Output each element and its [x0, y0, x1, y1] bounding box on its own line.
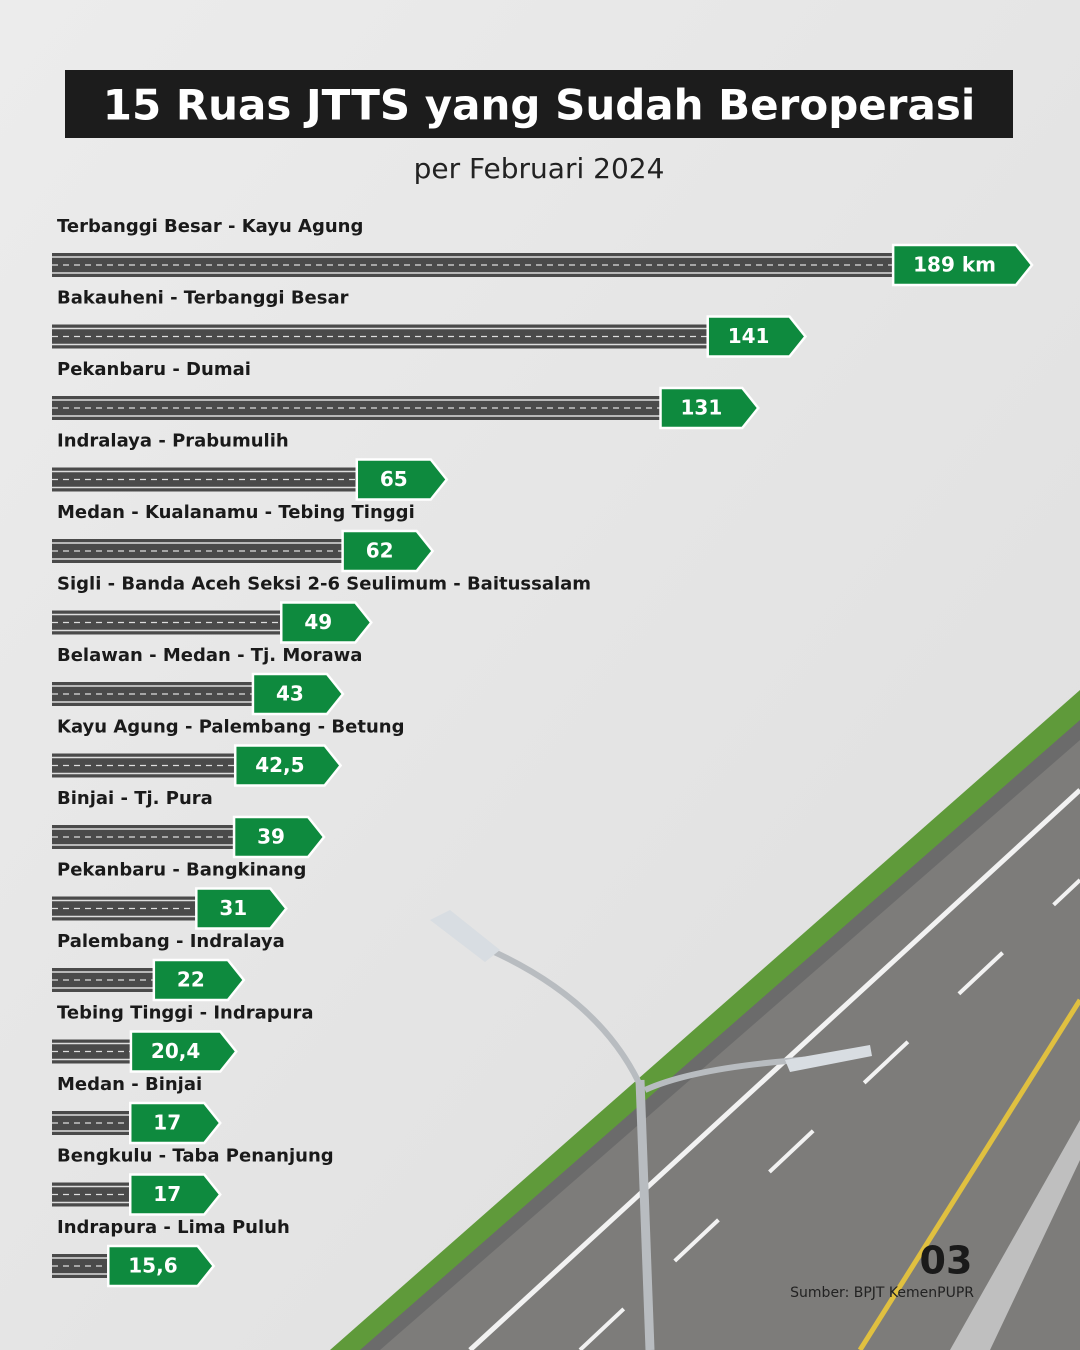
value-sign — [706, 315, 808, 358]
value-sign — [233, 744, 343, 787]
value-label: 62 — [366, 539, 394, 563]
value-sign — [129, 1030, 238, 1073]
category-label: Indrapura - Lima Puluh — [57, 1217, 290, 1238]
value-label: 20,4 — [151, 1039, 200, 1063]
road-photo — [330, 690, 1080, 1350]
value-sign — [152, 958, 246, 1002]
value-label: 17 — [153, 1111, 181, 1135]
category-label: Pekanbaru - Dumai — [57, 359, 251, 380]
category-label: Sigli - Banda Aceh Seksi 2-6 Seulimum - … — [57, 574, 591, 595]
category-label: Tebing Tinggi - Indrapura — [57, 1003, 313, 1024]
value-label: 22 — [177, 968, 205, 992]
value-sign — [355, 458, 449, 501]
value-sign — [280, 601, 373, 644]
category-label: Binjai - Tj. Pura — [57, 788, 213, 809]
value-label: 43 — [276, 682, 304, 706]
category-label: Kayu Agung - Palembang - Betung — [57, 717, 404, 738]
chart-title: 15 Ruas JTTS yang Sudah Beroperasi — [103, 81, 975, 130]
value-sign — [128, 1101, 222, 1145]
subtitle: per Februari 2024 — [414, 152, 665, 185]
value-label: 17 — [153, 1182, 181, 1206]
value-sign — [232, 815, 326, 859]
value-label: 141 — [728, 324, 770, 348]
category-label: Indralaya - Prabumulih — [57, 431, 289, 452]
value-label: 15,6 — [128, 1254, 177, 1278]
value-label: 189 km — [913, 253, 996, 277]
value-sign — [195, 887, 288, 930]
category-label: Bengkulu - Taba Penanjung — [57, 1146, 334, 1167]
value-sign — [251, 672, 345, 716]
value-label: 131 — [681, 396, 723, 420]
category-label: Pekanbaru - Bangkinang — [57, 860, 306, 881]
category-label: Palembang - Indralaya — [57, 931, 285, 952]
category-label: Terbanggi Besar - Kayu Agung — [57, 216, 363, 237]
title-box — [65, 70, 1013, 138]
value-label: 65 — [380, 467, 408, 491]
value-label: 42,5 — [255, 753, 304, 777]
page-number: 03 — [920, 1239, 973, 1283]
source: Sumber: BPJT KemenPUPR — [790, 1285, 974, 1301]
category-label: Bakauheni - Terbanggi Besar — [57, 288, 349, 309]
value-sign — [107, 1244, 216, 1288]
value-sign — [659, 386, 760, 430]
value-sign — [891, 243, 1034, 287]
value-sign — [128, 1173, 222, 1216]
value-sign — [341, 529, 435, 573]
category-label: Medan - Kualanamu - Tebing Tinggi — [57, 502, 415, 523]
value-label: 39 — [257, 825, 285, 849]
category-label: Belawan - Medan - Tj. Morawa — [57, 645, 362, 666]
category-label: Medan - Binjai — [57, 1074, 202, 1095]
value-label: 31 — [219, 896, 247, 920]
value-label: 49 — [304, 610, 332, 634]
